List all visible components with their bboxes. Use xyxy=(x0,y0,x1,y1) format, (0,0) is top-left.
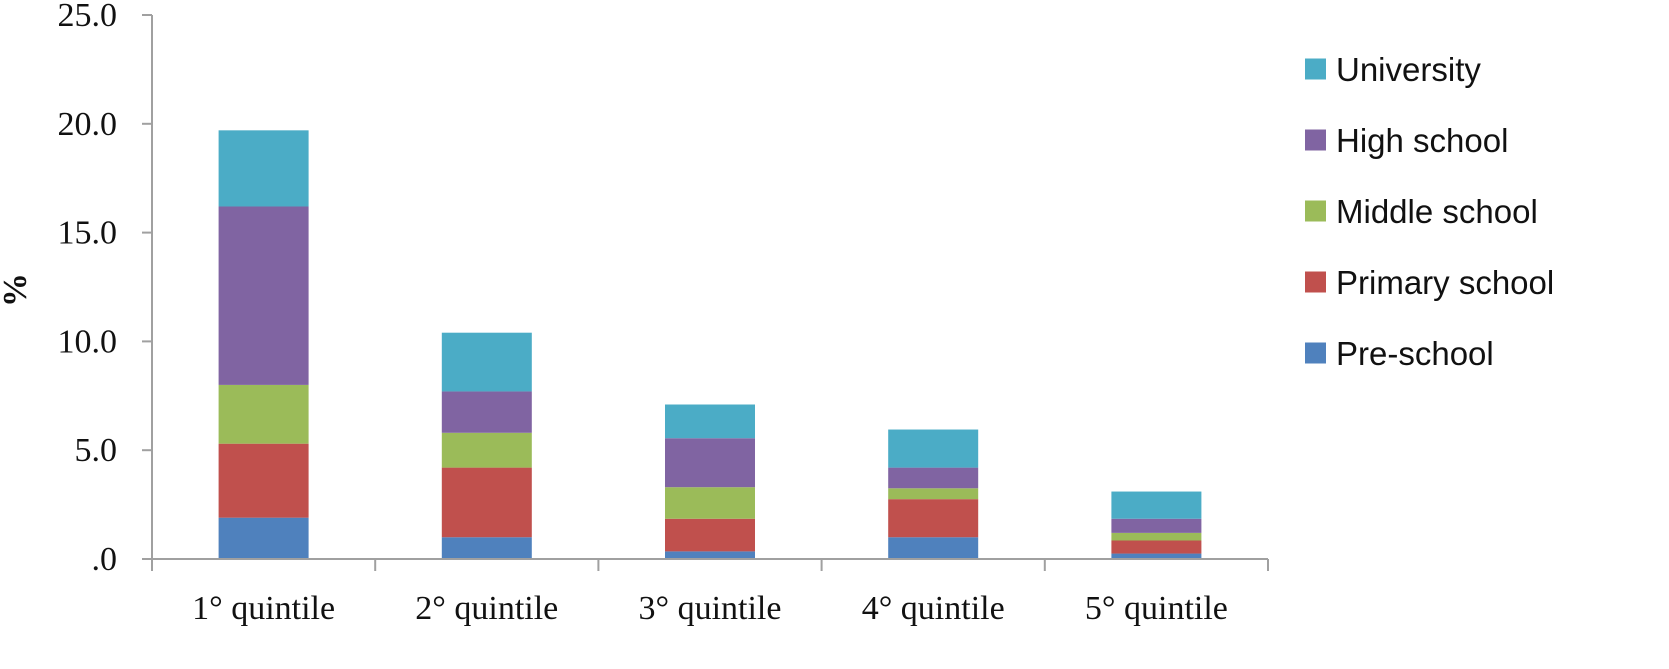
legend-label: High school xyxy=(1336,122,1508,159)
bar-segment-high-school-1 xyxy=(218,206,309,385)
axes xyxy=(151,15,1268,560)
x-axis-tick-labels: 1° quintile 2° quintile 3° quintile 4° quin… xyxy=(192,590,1228,627)
bar-segment-high-school-2 xyxy=(441,391,532,433)
bar-segment-university-5 xyxy=(1111,491,1202,519)
legend-item-university: University xyxy=(1305,51,1481,88)
bar-segment-middle-school-1 xyxy=(218,384,309,444)
y-axis-title: % xyxy=(0,273,34,307)
bar-segment-primary-school-2 xyxy=(441,467,532,538)
bars xyxy=(218,130,1202,559)
x-tick-label: 3° quintile xyxy=(639,590,782,627)
bar-segment-primary-school-4 xyxy=(888,499,979,538)
bar-segment-university-2 xyxy=(441,332,532,392)
bar-segment-primary-school-5 xyxy=(1111,540,1202,554)
x-tick-label: 2° quintile xyxy=(415,590,558,627)
y-tick-label: .0 xyxy=(92,541,118,578)
legend-swatch xyxy=(1305,129,1326,151)
legend-label: University xyxy=(1336,51,1481,88)
y-tick-label: 5.0 xyxy=(75,432,118,469)
legend-item-pre-school: Pre-school xyxy=(1305,335,1494,372)
bar-segment-university-1 xyxy=(218,130,309,207)
bar-segment-high-school-4 xyxy=(888,467,979,489)
legend-swatch xyxy=(1305,200,1326,222)
legend-label: Pre-school xyxy=(1336,335,1494,372)
bar-segment-pre-school-5 xyxy=(1111,553,1202,559)
legend-item-middle-school: Middle school xyxy=(1305,193,1538,230)
legend-item-high-school: High school xyxy=(1305,122,1508,159)
bar-segment-middle-school-3 xyxy=(665,487,755,519)
y-tick-label: 20.0 xyxy=(58,106,118,143)
y-axis-tick-labels: .0 5.0 10.0 15.0 20.0 25.0 xyxy=(58,0,152,578)
x-tick-label: 5° quintile xyxy=(1085,590,1228,627)
bar-segment-high-school-3 xyxy=(665,438,755,488)
legend-swatch xyxy=(1305,342,1326,364)
y-tick-label: 15.0 xyxy=(58,215,118,252)
y-tick-label: 10.0 xyxy=(58,323,118,360)
bar-segment-primary-school-3 xyxy=(665,518,755,552)
bar-segment-pre-school-4 xyxy=(888,537,979,559)
bar-segment-middle-school-4 xyxy=(888,488,979,500)
legend-label: Middle school xyxy=(1336,193,1538,230)
bar-segment-high-school-5 xyxy=(1111,518,1202,533)
bar-segment-university-3 xyxy=(665,404,755,439)
bar-segment-primary-school-1 xyxy=(218,443,309,518)
legend-item-primary-school: Primary school xyxy=(1305,264,1554,301)
bar-segment-middle-school-5 xyxy=(1111,532,1202,541)
bar-segment-pre-school-3 xyxy=(665,551,755,559)
x-axis-tick-marks xyxy=(151,559,1269,571)
bar-segment-pre-school-2 xyxy=(441,537,532,559)
legend-swatch xyxy=(1305,58,1326,80)
x-tick-label: 1° quintile xyxy=(192,590,335,627)
y-tick-label: 25.0 xyxy=(58,0,118,34)
x-tick-label: 4° quintile xyxy=(862,590,1005,627)
legend: University High school Middle school Primar… xyxy=(1305,51,1554,372)
bar-segment-university-4 xyxy=(888,429,979,468)
legend-swatch xyxy=(1305,271,1326,293)
bar-segment-pre-school-1 xyxy=(218,517,309,559)
legend-label: Primary school xyxy=(1336,264,1554,301)
bar-segment-middle-school-2 xyxy=(441,432,532,468)
